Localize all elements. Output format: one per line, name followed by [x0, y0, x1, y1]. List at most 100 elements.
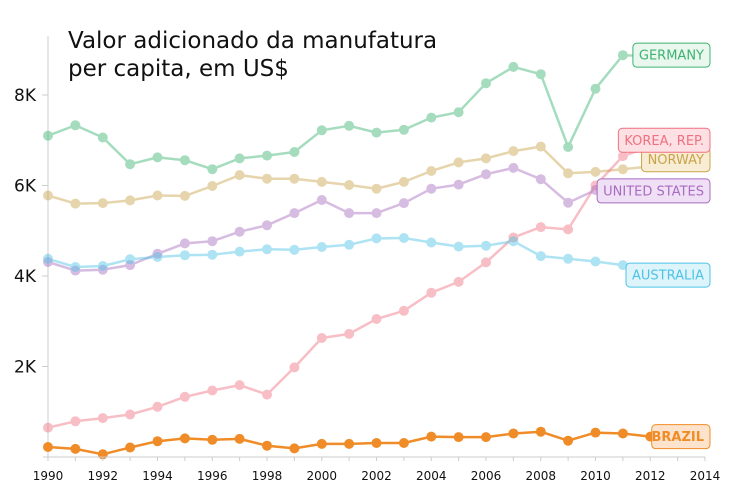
x-tick-label: 2004	[416, 469, 447, 483]
data-point	[563, 435, 574, 446]
data-point	[563, 168, 574, 179]
data-point	[535, 69, 546, 80]
data-point	[453, 241, 464, 252]
series-line	[47, 145, 678, 205]
series-label-box	[651, 424, 711, 450]
x-tick-label: 1992	[87, 469, 118, 483]
data-point	[43, 442, 53, 452]
data-point	[179, 250, 190, 261]
data-point	[453, 179, 464, 190]
series-label-text: UNITED STATES	[603, 184, 704, 199]
data-point	[316, 333, 327, 343]
data-point	[152, 252, 163, 262]
x-tick-label: 1996	[197, 469, 228, 483]
x-tick-label: 1998	[252, 469, 283, 483]
data-point	[152, 436, 163, 447]
series-line	[47, 166, 678, 272]
data-point	[371, 314, 382, 324]
y-tick-label: 4K	[14, 267, 37, 287]
plot-area	[43, 50, 683, 460]
data-point	[453, 107, 464, 118]
x-tick-label: 2006	[471, 469, 502, 483]
data-point	[453, 157, 464, 168]
data-point	[426, 287, 437, 298]
series-label: AUSTRALIA	[625, 262, 711, 288]
data-point	[590, 83, 601, 94]
data-point	[344, 180, 355, 190]
data-point	[481, 432, 491, 443]
data-point	[481, 257, 491, 268]
data-point	[70, 198, 81, 209]
series-line	[47, 53, 678, 171]
data-point	[152, 152, 163, 163]
data-point	[563, 197, 574, 208]
data-point	[70, 262, 81, 272]
series-label: UNITED STATES	[596, 178, 711, 204]
data-point	[234, 226, 245, 237]
data-point	[535, 222, 546, 233]
data-point	[43, 130, 53, 141]
data-point	[508, 162, 519, 173]
data-point	[481, 240, 491, 251]
series-label: BRAZIL	[651, 424, 711, 450]
data-point	[316, 438, 327, 449]
data-point	[207, 181, 218, 191]
data-point	[371, 208, 382, 219]
data-point	[179, 238, 190, 249]
data-point	[535, 174, 546, 185]
data-point	[70, 443, 81, 454]
y-axis: 2K 4K 6K 8K	[14, 36, 49, 457]
y-tick-label: 8K	[14, 86, 37, 106]
x-tick-label: 1994	[142, 469, 173, 483]
data-point	[43, 190, 53, 201]
data-point	[398, 438, 409, 448]
data-point	[289, 208, 300, 219]
data-point	[426, 431, 437, 442]
x-tick-label: 2012	[635, 469, 666, 483]
data-point	[289, 147, 300, 157]
data-point	[207, 164, 218, 175]
data-point	[371, 233, 382, 244]
data-point	[590, 427, 601, 438]
data-point	[152, 248, 163, 259]
series-labels: GERMANY NORWAY KOREA, REP. UNITED STATES AUS…	[596, 42, 711, 450]
data-point	[590, 256, 601, 267]
data-point	[426, 112, 437, 123]
data-point	[426, 237, 437, 248]
data-point	[125, 442, 136, 453]
data-point	[481, 153, 491, 164]
data-point	[563, 253, 574, 264]
data-point	[508, 236, 519, 247]
data-point	[262, 150, 272, 161]
y-tick-label: 2K	[14, 358, 37, 378]
data-point	[344, 328, 355, 339]
data-point	[262, 244, 272, 255]
data-point	[590, 166, 601, 177]
data-point	[508, 428, 519, 439]
data-point	[617, 164, 628, 175]
data-point	[234, 170, 245, 181]
data-point	[398, 176, 409, 187]
series-label-text: KOREA, REP.	[624, 134, 704, 149]
x-tick-label: 2000	[306, 469, 337, 483]
data-point	[262, 440, 272, 451]
data-point	[125, 260, 136, 271]
series-label: KOREA, REP.	[617, 127, 711, 153]
data-point	[97, 198, 108, 209]
chart-title-line-1: Valor adicionado da manufatura	[68, 28, 437, 54]
series-label: NORWAY	[641, 147, 711, 173]
data-point	[234, 433, 245, 444]
y-tick-label: 6K	[14, 177, 37, 197]
data-point	[535, 251, 546, 262]
data-point	[344, 208, 355, 219]
data-point	[125, 254, 136, 265]
data-point	[344, 239, 355, 250]
data-point	[563, 224, 574, 235]
data-point	[289, 173, 300, 184]
series-line	[47, 139, 678, 429]
data-point	[617, 428, 628, 439]
data-point	[207, 385, 218, 396]
data-point	[97, 413, 108, 424]
data-point	[481, 78, 491, 89]
data-point	[234, 153, 245, 164]
